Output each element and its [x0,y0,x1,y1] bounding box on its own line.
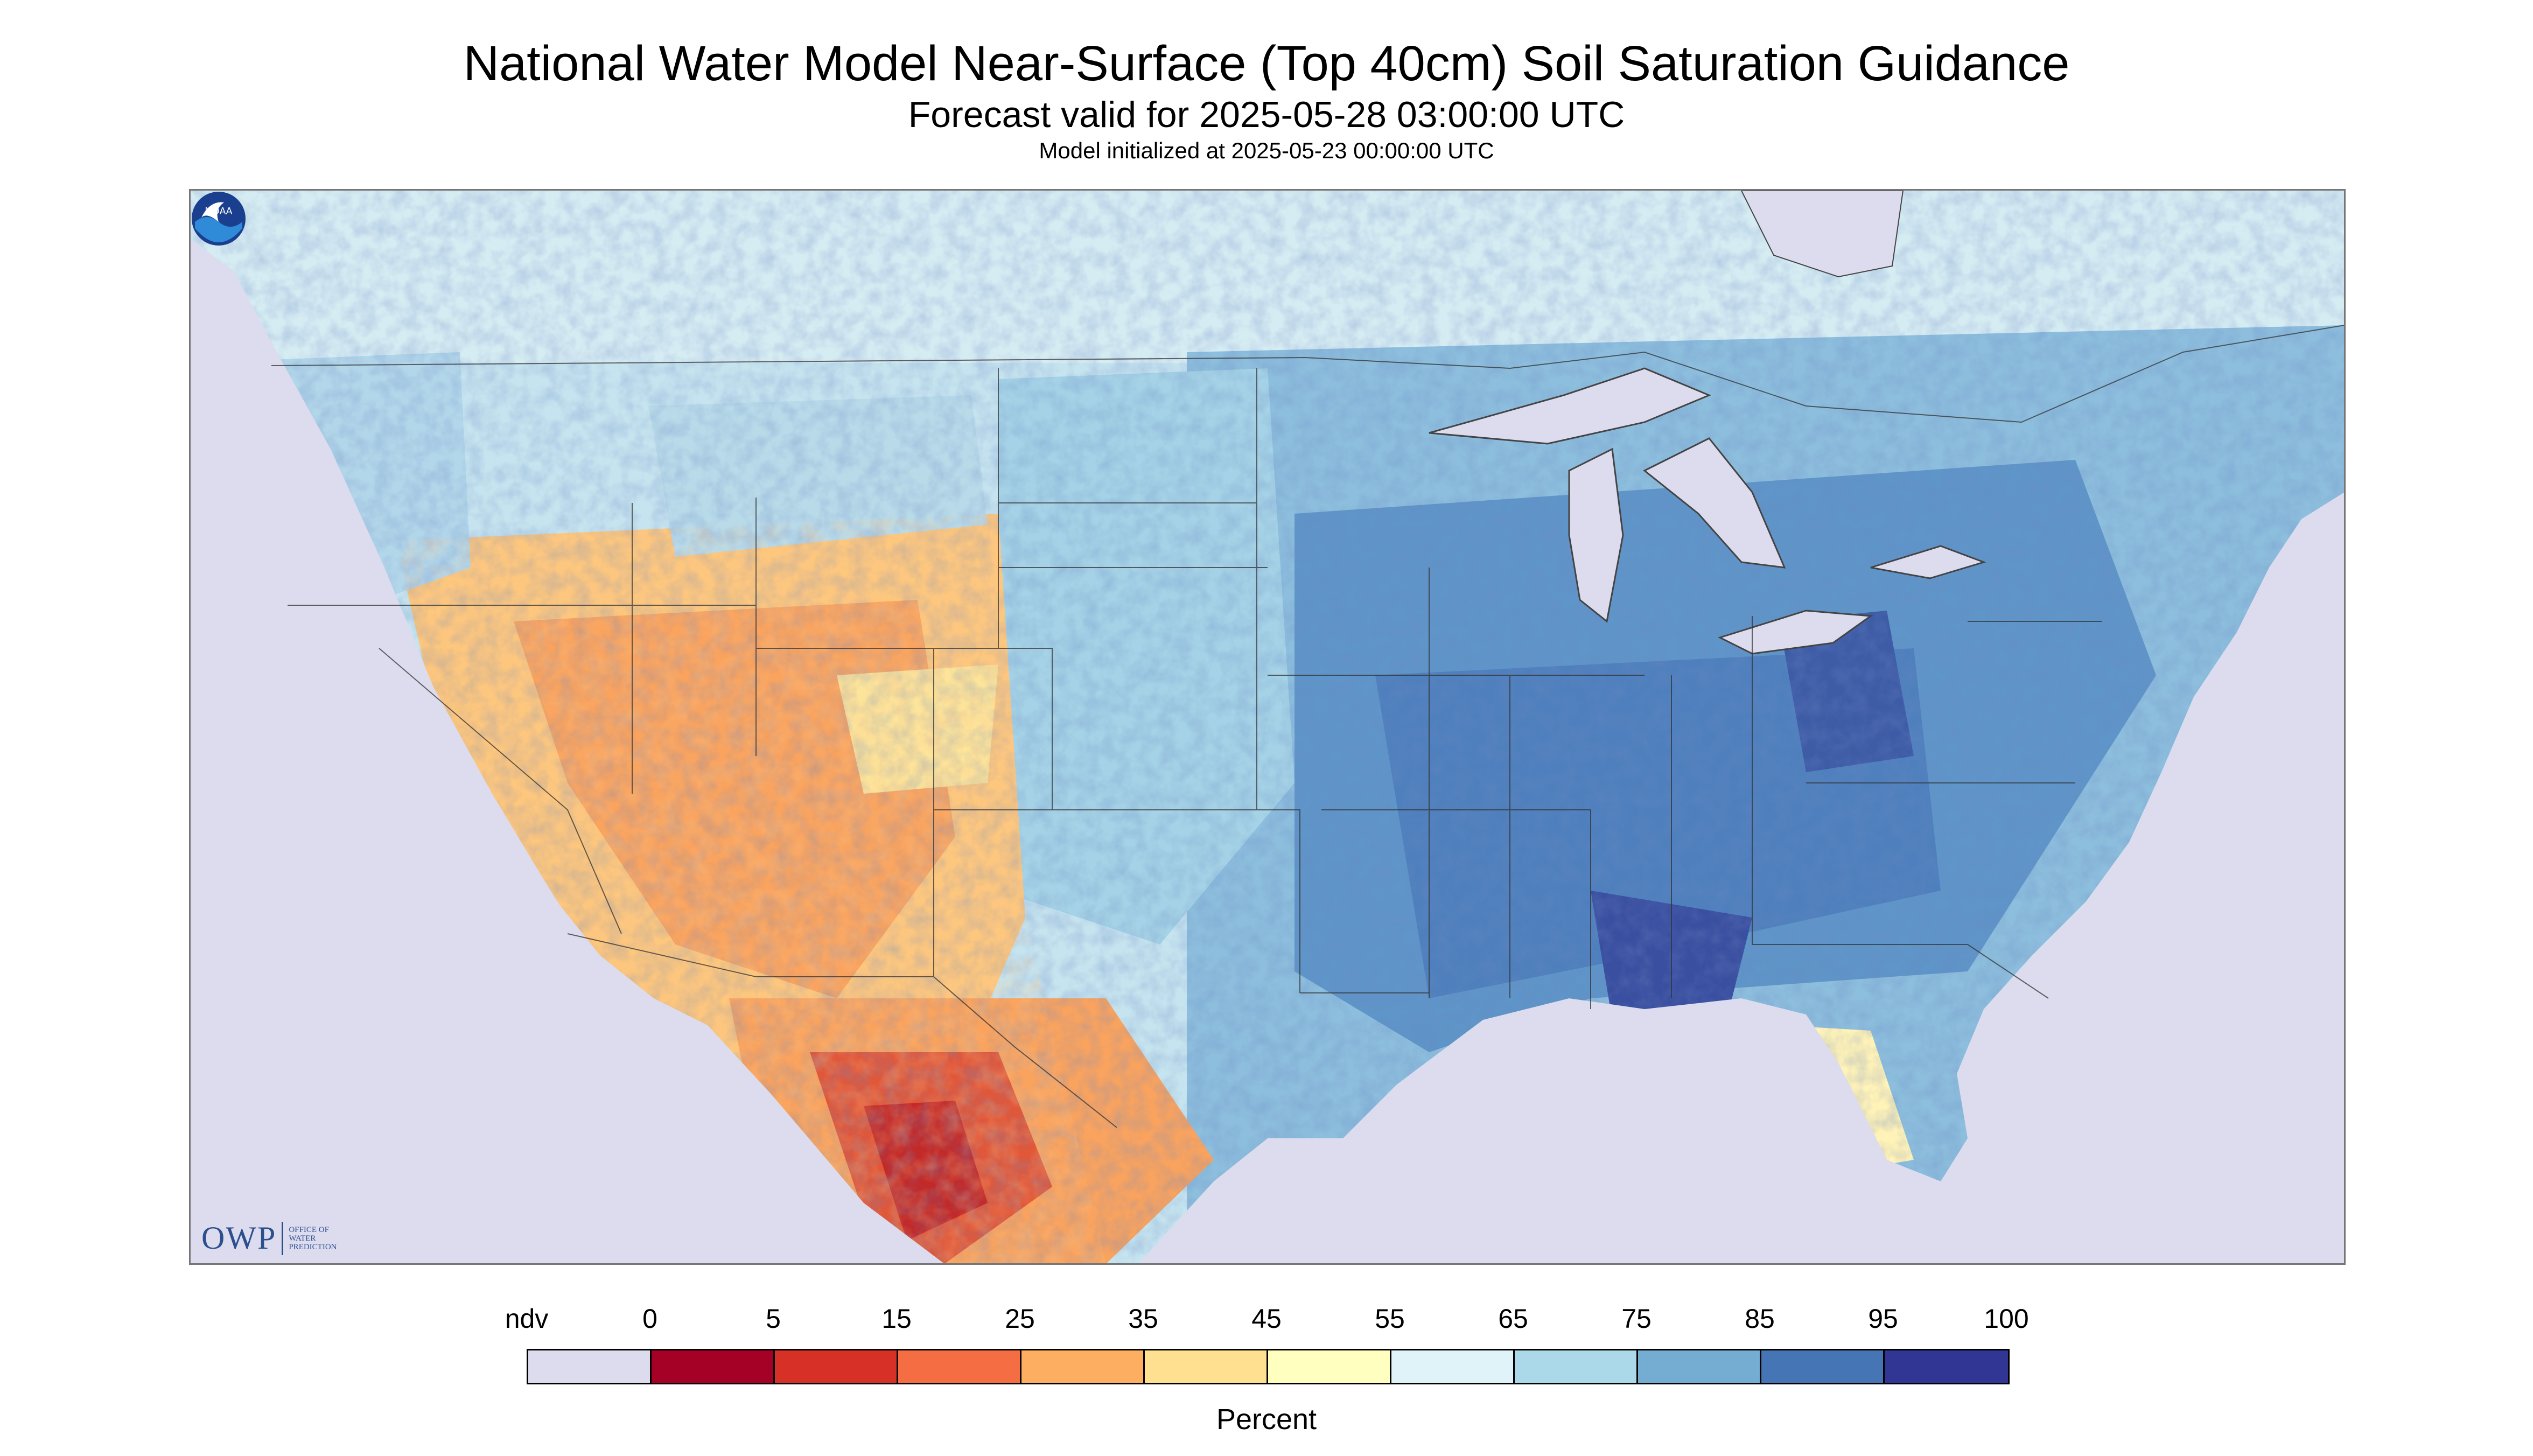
legend-swatch-5 [1145,1350,1268,1383]
legend-unit-label: Percent [1216,1403,1317,1436]
legend-label-35: 35 [1128,1304,1158,1334]
legend-label-55: 55 [1375,1304,1405,1334]
legend-label-85: 85 [1745,1304,1775,1334]
owp-logo-subtext: OFFICE OF WATER PREDICTION [289,1226,337,1251]
owp-line-2: WATER [289,1234,316,1243]
owp-logo: OWP OFFICE OF WATER PREDICTION [201,1220,337,1257]
legend-labels: ndv 0 5 15 25 35 45 55 65 75 85 95 100 [0,1303,2533,1346]
legend-swatch-8 [1515,1350,1638,1383]
forecast-valid-subtitle: Forecast valid for 2025-05-28 03:00:00 U… [908,94,1625,135]
legend-swatch-0 [528,1350,652,1383]
legend-swatch-4 [1021,1350,1145,1383]
owp-line-3: PREDICTION [289,1242,337,1251]
model-init-line: Model initialized at 2025-05-23 00:00:00… [1039,138,1494,163]
legend-swatch-3 [898,1350,1021,1383]
legend-label-45: 45 [1251,1304,1282,1334]
legend-label-15: 15 [881,1304,912,1334]
political-boundaries [271,325,2344,1128]
color-legend-bar [527,1349,2010,1384]
legend-label-65: 65 [1498,1304,1528,1334]
soil-saturation-map: OWP OFFICE OF WATER PREDICTION NOAA [189,189,2346,1265]
legend-swatch-2 [775,1350,898,1383]
great-lakes [1429,367,1986,655]
legend-label-95: 95 [1868,1304,1898,1334]
legend-swatch-1 [652,1350,775,1383]
legend-label-ndv: ndv [505,1304,549,1334]
legend-label-75: 75 [1621,1304,1652,1334]
legend-label-5: 5 [766,1304,781,1334]
map-canvas [191,191,2344,1263]
noaa-logo-text: NOAA [205,206,232,216]
legend-label-100: 100 [1984,1304,2029,1334]
owp-logo-text: OWP [201,1220,277,1256]
legend-label-25: 25 [1005,1304,1035,1334]
map-title: National Water Model Near-Surface (Top 4… [463,36,2070,91]
legend-swatch-11 [1885,1350,2008,1383]
noaa-logo: NOAA [192,192,246,246]
legend-swatch-10 [1761,1350,1885,1383]
legend-label-0: 0 [642,1304,657,1334]
owp-logo-separator [282,1221,284,1255]
owp-line-1: OFFICE OF [289,1225,329,1234]
legend-swatch-9 [1638,1350,1761,1383]
hudson-bay [1740,191,1904,278]
legend-swatch-7 [1391,1350,1515,1383]
legend-swatch-6 [1268,1350,1391,1383]
